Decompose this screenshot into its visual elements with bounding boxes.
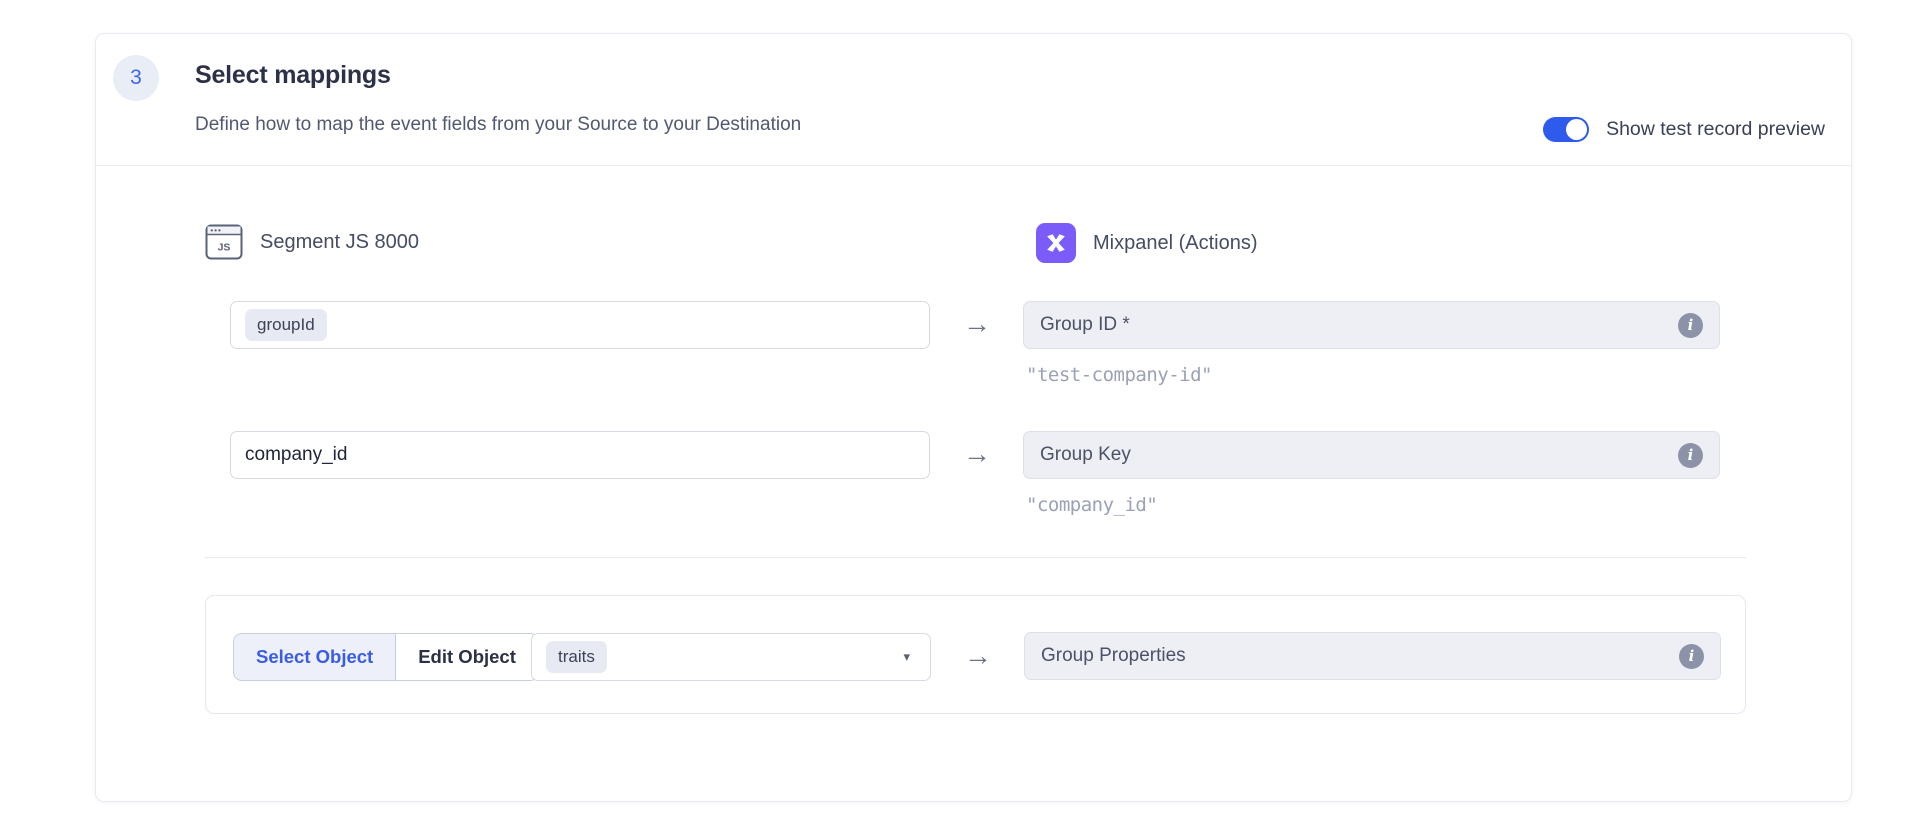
page-subtitle: Define how to map the event fields from … (195, 114, 802, 135)
info-icon[interactable]: i (1679, 643, 1704, 669)
test-record-preview-value: "company_id" (1026, 494, 1158, 516)
destination-column-header: Mixpanel (Actions) (1036, 223, 1258, 263)
browser-js-icon: JS (205, 223, 243, 261)
show-test-record-preview-toggle[interactable] (1543, 117, 1590, 142)
info-icon[interactable]: i (1678, 442, 1703, 468)
destination-field: Group ID * i (1023, 301, 1720, 349)
select-object-button[interactable]: Select Object (234, 634, 396, 680)
step-number: 3 (130, 66, 142, 89)
source-name: Segment JS 8000 (260, 230, 419, 253)
source-field-token[interactable]: groupId (245, 309, 327, 341)
source-field-input[interactable]: groupId (230, 301, 930, 349)
arrow-right-icon: → (964, 640, 992, 671)
test-record-preview-toggle-row: Show test record preview (1543, 117, 1825, 142)
destination-field: Group Properties i (1024, 632, 1721, 680)
object-mode-segmented-control: Select Object Edit Object (233, 633, 539, 681)
destination-field-label: Group ID * (1040, 314, 1130, 335)
source-field-text: company_id (245, 444, 348, 465)
destination-field-label: Group Key (1040, 444, 1131, 465)
object-source-token: traits (546, 641, 607, 673)
edit-object-button[interactable]: Edit Object (395, 634, 538, 680)
test-record-preview-value: "test-company-id" (1026, 364, 1212, 386)
arrow-right-icon: → (963, 308, 991, 339)
object-source-dropdown[interactable]: traits ▾ (531, 633, 931, 681)
chevron-down-icon: ▾ (903, 649, 910, 664)
mixpanel-icon (1036, 223, 1076, 263)
js-badge-text: JS (218, 242, 231, 254)
info-icon[interactable]: i (1678, 312, 1703, 338)
source-field-input[interactable]: company_id (230, 431, 930, 479)
toggle-label: Show test record preview (1606, 118, 1825, 140)
toggle-knob (1566, 119, 1588, 140)
step-number-badge: 3 (113, 55, 159, 101)
destination-field: Group Key i (1023, 431, 1720, 479)
object-mapping-box: Select Object Edit Object traits ▾ → Gro… (205, 595, 1746, 714)
arrow-right-icon: → (963, 438, 991, 469)
card-header: 3 Select mappings Define how to map the … (96, 34, 1851, 166)
destination-field-label: Group Properties (1041, 645, 1186, 666)
destination-name: Mixpanel (Actions) (1093, 231, 1258, 254)
source-column-header: JS Segment JS 8000 (205, 223, 419, 261)
select-mappings-card: 3 Select mappings Define how to map the … (95, 33, 1852, 802)
section-divider (205, 557, 1746, 558)
page-title: Select mappings (195, 61, 391, 89)
